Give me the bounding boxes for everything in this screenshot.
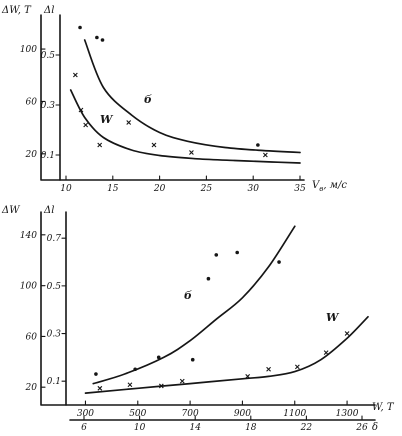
bottom-x2-tick-label: 18 [245, 423, 257, 433]
bottom-x-tick-label: 900 [234, 409, 251, 419]
bottom-point-x [127, 382, 133, 388]
top-right-tick-label: 0.1 [41, 151, 55, 161]
top-point-dot [95, 35, 99, 40]
bottom-point-dot [206, 276, 211, 281]
top-x-axis-letter: V [312, 180, 321, 191]
bottom-right-tick-label: 0.7 [47, 234, 62, 244]
top-left-tick-label: 60 [26, 97, 38, 107]
bottom-x-axis-label: W, T [372, 402, 395, 413]
top-x-axis-unit: , м/с [323, 180, 347, 191]
top-x-tick-label: 15 [107, 184, 119, 194]
bottom-left-tick-label: 140 [20, 231, 37, 241]
bottom-x-axis-2-label: δ [372, 422, 378, 433]
bottom-point-dot [235, 250, 239, 255]
top-point-x [189, 150, 194, 155]
bottom-point-dot [133, 367, 137, 372]
bottom-point-x [97, 385, 103, 391]
top-right-axis-label: Δl [43, 5, 54, 16]
top-x-tick-label: 30 [247, 184, 259, 194]
top-point-dot [100, 38, 105, 42]
bottom-x2-tick-label: 10 [134, 423, 146, 433]
bottom-right-tick-label: 0.5 [47, 282, 62, 292]
bottom-point-x [245, 374, 251, 379]
top-point-x [262, 152, 268, 158]
bottom-point-x [179, 378, 185, 384]
bottom-point-x [158, 383, 164, 389]
bottom-right-tick-label: 0.3 [47, 330, 62, 340]
bottom-point-dot [190, 357, 195, 362]
top-right-tick-label: 0.3 [41, 101, 56, 111]
top-right-tick-label: 0.5 [41, 51, 56, 61]
top-left-tick-label: 20 [25, 150, 38, 160]
top-point-x [97, 142, 103, 148]
bottom-point-dot [94, 372, 98, 376]
bottom-point-dot [156, 355, 161, 360]
bottom-point-x [266, 366, 271, 372]
bottom-point-x [344, 331, 350, 336]
bottom-point-x [294, 364, 300, 370]
top-x-tick-label: 35 [294, 184, 306, 194]
bottom-x-tick-label: 1300 [336, 409, 359, 419]
bottom-x-tick-label: 700 [182, 409, 199, 419]
bottom-x-tick-label: 500 [129, 409, 146, 419]
bottom-curve-w [84, 315, 369, 394]
top-point-dot [78, 25, 82, 30]
bottom-x2-tick-label: 14 [189, 423, 201, 433]
top-x-axis-label: Vв, м/с [312, 180, 347, 193]
bottom-point-x [323, 350, 329, 355]
bottom-right-axis-label: Δl [43, 205, 54, 216]
bottom-x-tick-label: 1100 [283, 409, 306, 419]
top-x-tick-label: 25 [200, 184, 213, 194]
top-point-x [83, 122, 89, 128]
top-left-axis-label: ΔW, T [1, 5, 32, 16]
top-x-tick-label: 10 [60, 184, 72, 194]
top-curve-w [69, 89, 301, 164]
bottom-x2-tick-label: 22 [300, 423, 313, 433]
top-point-x [78, 107, 84, 113]
bottom-x2-tick-label: 6 [81, 423, 87, 433]
top-point-x [126, 120, 132, 125]
bottom-series-label-w: W [326, 311, 340, 324]
bottom-curve-b [92, 225, 296, 385]
bottom-left-tick-label: 60 [26, 332, 38, 342]
bottom-right-tick-label: 0.1 [47, 377, 61, 387]
bottom-x-tick-label: 300 [77, 409, 94, 419]
chart-bottom: ΔW Δl W, T δ 20 60 100 140 0.1 0.3 0.5 0.7 300… [1, 205, 395, 433]
top-point-dot [256, 143, 260, 147]
bottom-point-dot [277, 260, 281, 264]
top-point-x [151, 142, 157, 148]
bottom-point-dot [214, 253, 219, 257]
svg-text:Vв, м/с: Vв, м/с [312, 180, 347, 193]
bottom-left-tick-label: 20 [25, 383, 38, 393]
bottom-series-label-b: б [184, 289, 192, 302]
top-curve-b [83, 39, 301, 154]
top-axis-left [40, 14, 305, 181]
top-left-tick-label: 100 [20, 45, 37, 55]
top-series-label-w: W [100, 113, 114, 126]
top-point-x [72, 72, 78, 78]
bottom-axis-left [40, 211, 376, 406]
top-x-axis-subscript: в [319, 185, 323, 193]
top-series-label-b: б [144, 93, 152, 106]
bottom-left-axis-label: ΔW [1, 205, 20, 216]
top-x-tick-label: 20 [153, 184, 166, 194]
chart-top: ΔW, T Δl Vв, м/с 20 60 100 0.1 0.3 0.5 10 15 2… [1, 5, 347, 194]
bottom-left-tick-label: 100 [20, 282, 37, 292]
bottom-x2-tick-label: 26 [355, 423, 368, 433]
